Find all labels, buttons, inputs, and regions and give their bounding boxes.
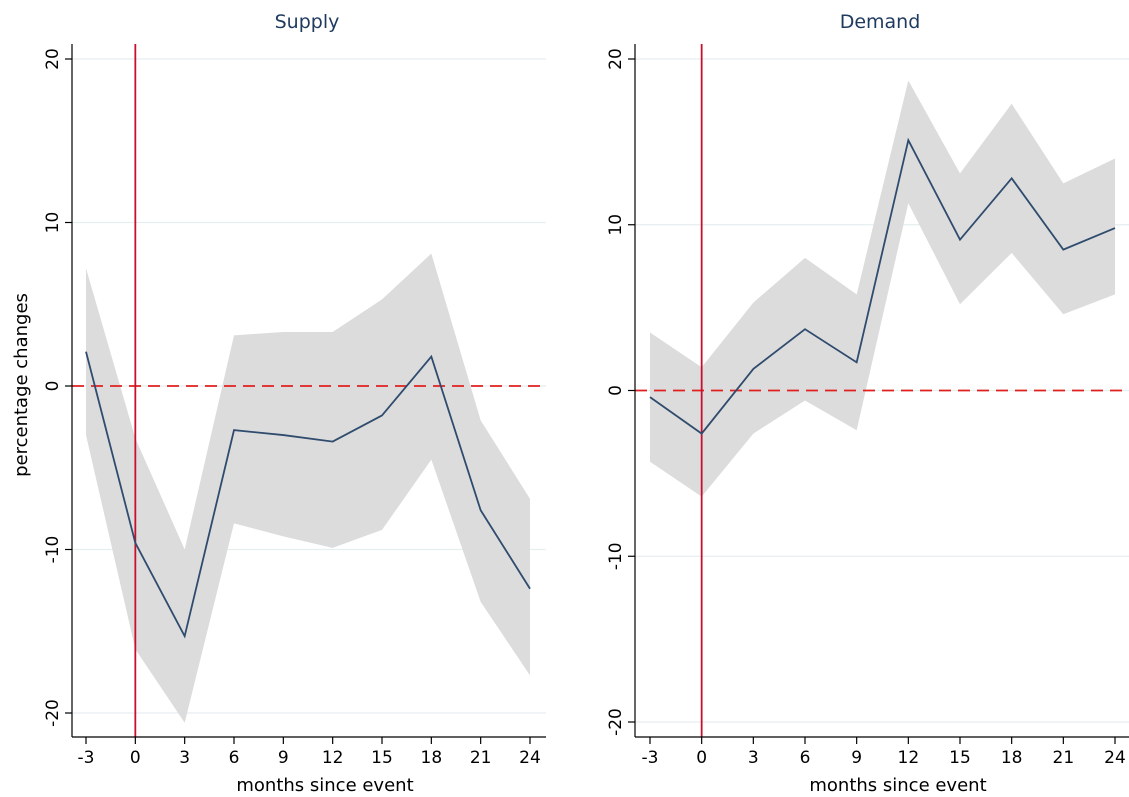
y-tick-label: 10	[606, 214, 626, 236]
y-tick-label: -10	[43, 536, 63, 564]
x-tick-label: 0	[696, 748, 707, 768]
x-axis-title: months since event	[236, 775, 413, 796]
x-tick-label: 12	[898, 748, 920, 768]
y-tick-label: -10	[606, 542, 626, 570]
chart-panel-2: -20 -10 0 10 20 -3 0 3 6 9 12 15 18 21 24 Demand months …	[606, 11, 1129, 796]
series-line	[649, 137, 1116, 435]
x-tick-label: 3	[179, 748, 190, 768]
series-line	[85, 351, 531, 639]
x-tick-label: 21	[1053, 748, 1075, 768]
x-tick-label: 12	[322, 748, 344, 768]
x-tick-label: 18	[421, 748, 443, 768]
x-tick-label: -3	[642, 748, 659, 768]
y-tick-label: -20	[43, 699, 63, 727]
panel-title: Supply	[275, 11, 340, 33]
x-axis-title: months since event	[809, 775, 986, 796]
y-tick-label: 20	[43, 48, 63, 70]
x-tick-label: 24	[519, 748, 541, 768]
x-tick-label: 24	[1104, 748, 1126, 768]
confidence-band	[86, 253, 530, 723]
y-tick-label: 10	[43, 212, 63, 234]
x-tick-label: 15	[949, 748, 971, 768]
x-tick-label: 9	[278, 748, 289, 768]
x-tick-label: 6	[229, 748, 240, 768]
x-tick-label: 15	[371, 748, 393, 768]
panel-title: Demand	[840, 11, 921, 33]
x-tick-label: 0	[130, 748, 141, 768]
chart-panel-1: -20 -10 0 10 20 -3 0 3 6 9 12 15 18 21 24 Supply months …	[11, 11, 546, 796]
x-tick-label: 21	[470, 748, 492, 768]
y-tick-label: 0	[606, 385, 626, 396]
y-tick-label: 0	[43, 381, 63, 392]
x-tick-label: 6	[800, 748, 811, 768]
confidence-band	[650, 80, 1115, 497]
y-axis-title: percentage changes	[11, 293, 32, 477]
x-tick-label: 3	[748, 748, 759, 768]
x-tick-label: 18	[1001, 748, 1023, 768]
x-tick-label: 9	[851, 748, 862, 768]
y-tick-label: 20	[606, 48, 626, 70]
x-tick-label: -3	[78, 748, 95, 768]
y-tick-label: -20	[606, 708, 626, 736]
